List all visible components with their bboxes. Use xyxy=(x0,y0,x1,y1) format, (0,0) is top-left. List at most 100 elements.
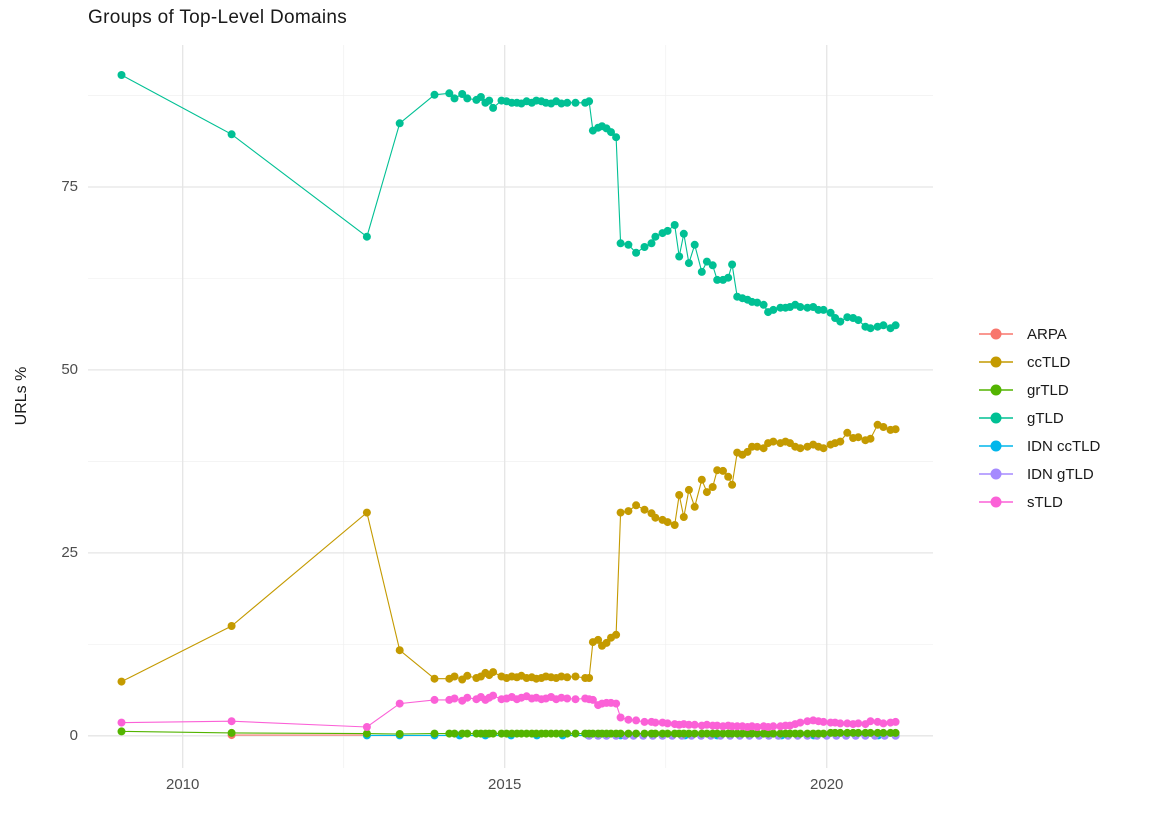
data-point-stld xyxy=(430,695,439,704)
data-point-cctld xyxy=(708,483,717,491)
data-point-gtld xyxy=(395,119,404,128)
data-point-stld xyxy=(227,717,236,726)
data-point-gtld xyxy=(769,305,778,314)
data-point-grtld xyxy=(843,728,852,737)
data-point-stld xyxy=(651,718,660,727)
data-point-stld xyxy=(836,719,845,728)
legend-key-point xyxy=(990,384,1002,396)
data-point-stld xyxy=(624,715,633,724)
data-point-cctld xyxy=(395,646,404,655)
data-point-cctld xyxy=(879,423,888,431)
data-point-stld xyxy=(463,693,472,702)
data-point-stld xyxy=(819,717,828,726)
legend-key-point xyxy=(990,496,1002,508)
data-point-gtld xyxy=(866,324,875,333)
legend-label: gTLD xyxy=(1027,409,1064,427)
data-point-cctld xyxy=(640,505,649,514)
data-point-grtld xyxy=(891,728,900,737)
data-point-gtld xyxy=(624,240,633,249)
legend-label: sTLD xyxy=(1027,493,1063,511)
data-point-stld xyxy=(632,716,641,725)
data-point-grtld xyxy=(690,729,699,738)
data-point-grtld xyxy=(769,729,778,738)
data-point-cctld xyxy=(702,488,711,497)
legend-item: ARPA xyxy=(978,320,1100,348)
data-point-grtld xyxy=(873,728,882,737)
data-point-gtld xyxy=(663,226,672,235)
data-point-stld xyxy=(117,718,126,727)
data-point-gtld xyxy=(485,96,494,105)
data-point-stld xyxy=(663,719,672,728)
data-point-grtld xyxy=(463,729,472,738)
legend-label: ccTLD xyxy=(1027,353,1071,371)
legend-key-point xyxy=(990,328,1002,340)
chart-title: Groups of Top-Level Domains xyxy=(88,7,348,28)
data-point-cctld xyxy=(728,480,737,489)
legend-item: IDN ccTLD xyxy=(978,432,1100,460)
x-tick-label: 2015 xyxy=(488,776,522,793)
x-tick-label: 2010 xyxy=(165,776,200,793)
data-point-stld xyxy=(616,713,625,722)
series-line-gtld xyxy=(121,74,896,329)
data-point-cctld xyxy=(602,638,611,647)
data-point-gtld xyxy=(640,243,649,251)
data-point-cctld xyxy=(684,485,693,494)
data-point-gtld xyxy=(713,275,722,284)
data-point-cctld xyxy=(632,501,641,510)
data-point-grtld xyxy=(624,729,633,738)
data-point-cctld xyxy=(743,447,752,456)
data-point-gtld xyxy=(616,239,625,248)
data-point-stld xyxy=(866,717,875,726)
data-point-gtld xyxy=(796,303,805,311)
data-point-cctld xyxy=(227,622,236,630)
x-tick-label: 2020 xyxy=(810,776,844,793)
data-point-stld xyxy=(753,723,762,731)
data-point-grtld xyxy=(879,728,888,737)
data-point-cctld xyxy=(719,466,727,475)
data-point-gtld xyxy=(450,94,459,103)
data-point-cctld xyxy=(891,425,900,434)
data-point-cctld xyxy=(117,677,126,686)
data-point-grtld xyxy=(796,729,805,738)
legend-key-icon xyxy=(979,440,1013,452)
series-grtld xyxy=(117,727,900,738)
data-point-gtld xyxy=(697,267,706,276)
data-point-gtld xyxy=(489,103,498,112)
legend-item: gTLD xyxy=(978,404,1100,432)
data-point-gtld xyxy=(753,298,762,307)
data-point-cctld xyxy=(430,674,439,683)
data-point-gtld xyxy=(632,248,641,257)
data-point-cctld xyxy=(663,518,672,527)
series-arpa xyxy=(227,731,371,740)
data-point-grtld xyxy=(866,728,875,737)
data-point-gtld xyxy=(879,321,888,330)
data-point-grtld xyxy=(713,729,722,738)
legend-key-point xyxy=(990,356,1002,368)
data-point-stld xyxy=(395,699,404,708)
legend-key-point xyxy=(990,468,1002,480)
legend-key-icon xyxy=(979,328,1013,340)
data-point-gtld xyxy=(728,260,737,269)
data-point-gtld xyxy=(803,303,812,312)
data-point-grtld xyxy=(753,729,762,738)
legend-label: ARPA xyxy=(1027,325,1067,343)
data-point-gtld xyxy=(430,90,439,99)
legend-item: IDN gTLD xyxy=(978,460,1100,488)
data-point-stld xyxy=(854,719,863,728)
data-point-grtld xyxy=(489,729,498,738)
data-point-stld xyxy=(362,723,371,731)
legend-label: grTLD xyxy=(1027,381,1069,399)
data-point-cctld xyxy=(679,513,688,521)
data-point-grtld xyxy=(803,729,812,738)
legend: ARPA ccTLD grTLD gTLD IDN ccTLD IDN gTLD sTLD xyxy=(978,320,1100,516)
y-tick-label: 50 xyxy=(61,360,78,378)
data-point-gtld xyxy=(679,229,688,238)
data-point-gtld xyxy=(708,261,717,270)
data-point-gtld xyxy=(612,133,621,142)
data-point-grtld xyxy=(684,729,693,738)
data-point-stld xyxy=(489,691,498,700)
data-point-grtld xyxy=(632,729,641,738)
data-point-gtld xyxy=(670,221,679,229)
data-point-stld xyxy=(796,718,805,727)
